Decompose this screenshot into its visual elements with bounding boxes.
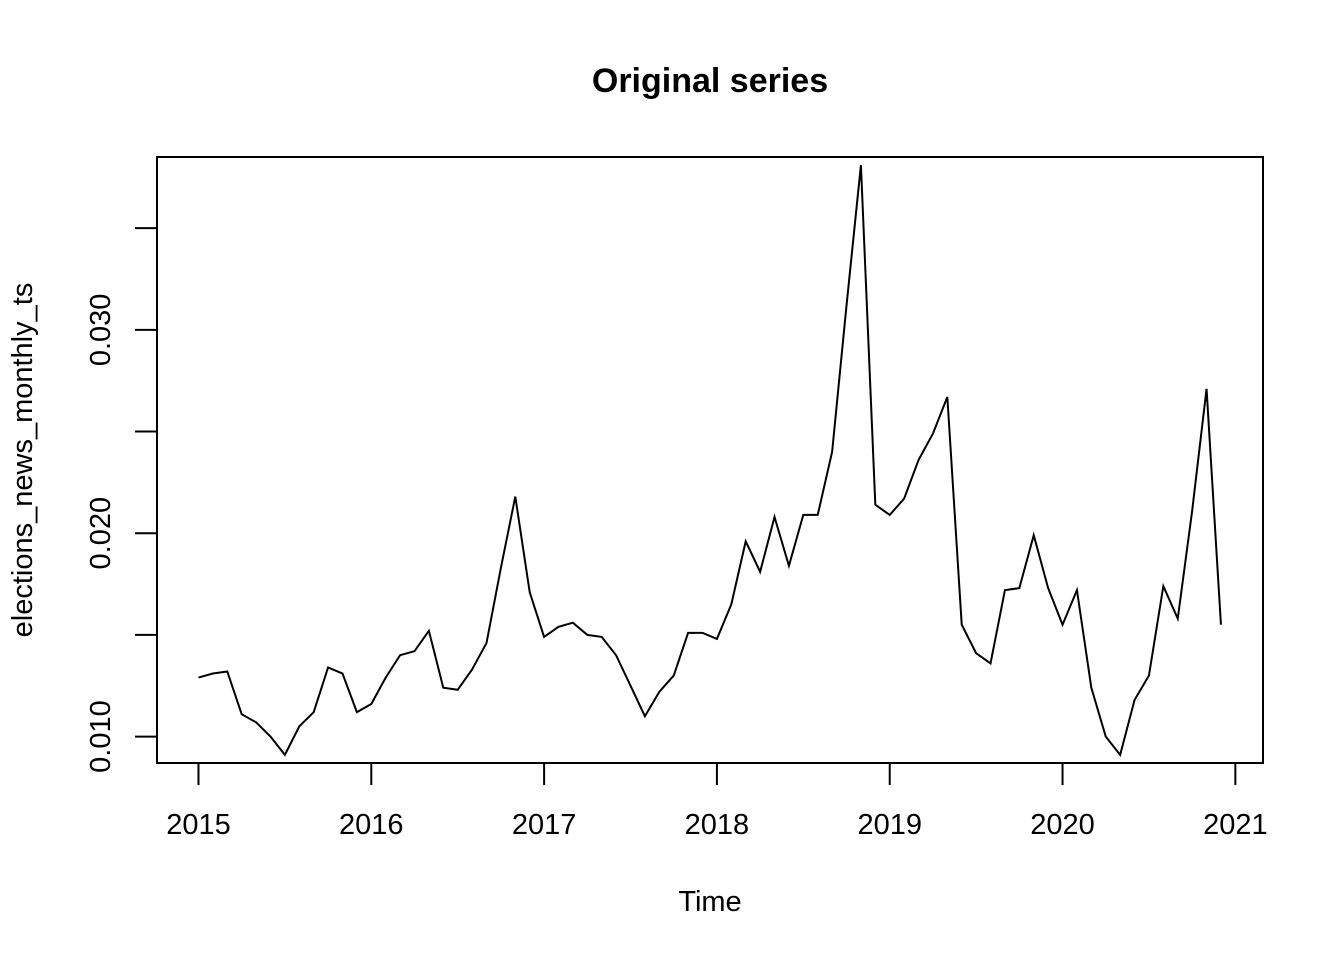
x-tick-label: 2017: [512, 809, 577, 841]
series-line: [198, 165, 1222, 758]
y-axis-label: elections_news_monthly_ts: [7, 283, 39, 638]
x-tick-label: 2015: [166, 809, 231, 841]
chart-title: Original series: [592, 62, 828, 100]
x-tick-label: 2019: [857, 809, 922, 841]
y-tick-label: 0.010: [85, 700, 117, 773]
x-tick-label: 2016: [339, 809, 404, 841]
x-axis-label: Time: [678, 886, 741, 918]
y-tick-label: 0.020: [85, 497, 117, 570]
x-tick-label: 2018: [685, 809, 750, 841]
x-tick-label: 2020: [1030, 809, 1095, 841]
x-tick-label: 2021: [1203, 809, 1268, 841]
plot-frame: [156, 156, 1264, 764]
y-axis: 0.010 0.020 0.030: [85, 227, 158, 773]
x-axis: 2015 2016 2017 2018 2019 2020 2021: [166, 762, 1268, 841]
y-tick-label: 0.030: [85, 294, 117, 367]
